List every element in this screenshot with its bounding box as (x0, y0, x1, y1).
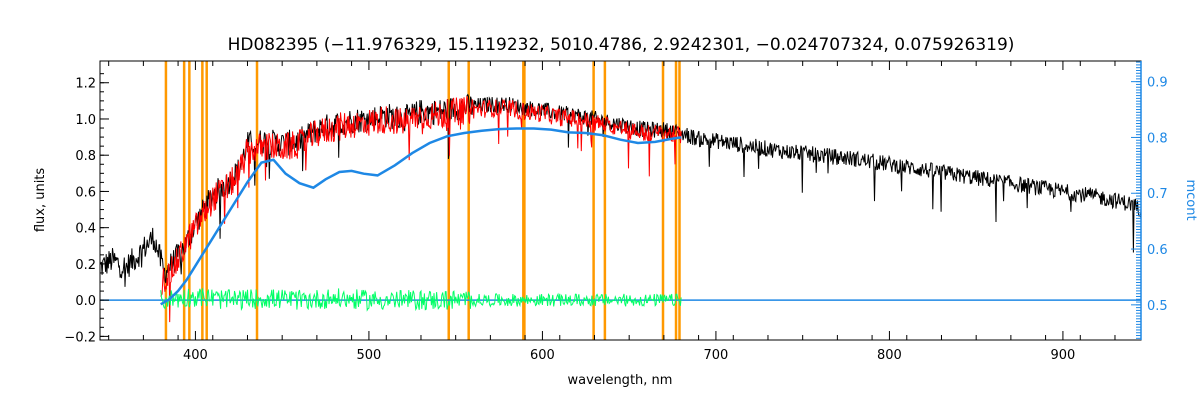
y2-tick-label: 0.7 (1147, 187, 1168, 202)
series-continuum (160, 127, 682, 306)
series-residual (160, 288, 682, 312)
left-axis: −0.2 0.0 0.2 0.4 0.6 0.8 1.0 1.2 (64, 73, 109, 345)
series-model (160, 96, 682, 323)
y2-tick-label: 0.5 (1147, 299, 1168, 314)
y-tick-label: 0.2 (75, 258, 96, 273)
x-tick-label: 900 (1051, 348, 1076, 363)
plot-area (99, 61, 1142, 340)
y2-tick-label: 0.9 (1147, 76, 1168, 91)
x-axis-label: wavelength, nm (568, 373, 673, 388)
series-observed (99, 93, 1142, 287)
y-tick-label: 0.6 (75, 185, 96, 200)
y2-axis-label: mcont (1183, 179, 1198, 220)
y-tick-label: 0.0 (75, 294, 96, 309)
y-tick-label: 0.4 (75, 222, 96, 237)
x-tick-label: 400 (183, 348, 208, 363)
x-tick-label: 600 (530, 348, 555, 363)
y2-tick-label: 0.6 (1147, 243, 1168, 258)
x-tick-label: 500 (357, 348, 382, 363)
y2-tick-label: 0.8 (1147, 131, 1168, 146)
x-tick-label: 700 (704, 348, 729, 363)
y-tick-label: 1.2 (75, 77, 96, 92)
y-axis-label: flux, units (33, 168, 48, 233)
y-tick-label: 1.0 (75, 113, 96, 128)
series-layer (99, 93, 1142, 323)
chart-title: HD082395 (−11.976329, 15.119232, 5010.47… (228, 35, 1015, 55)
y-tick-label: 0.8 (75, 149, 96, 164)
right-axis: 0.5 0.6 0.7 0.8 0.9 (1131, 61, 1168, 340)
y-tick-label: −0.2 (64, 330, 96, 345)
bottom-axis: 400 500 600 700 800 900 (108, 61, 1116, 363)
x-tick-label: 800 (877, 348, 902, 363)
